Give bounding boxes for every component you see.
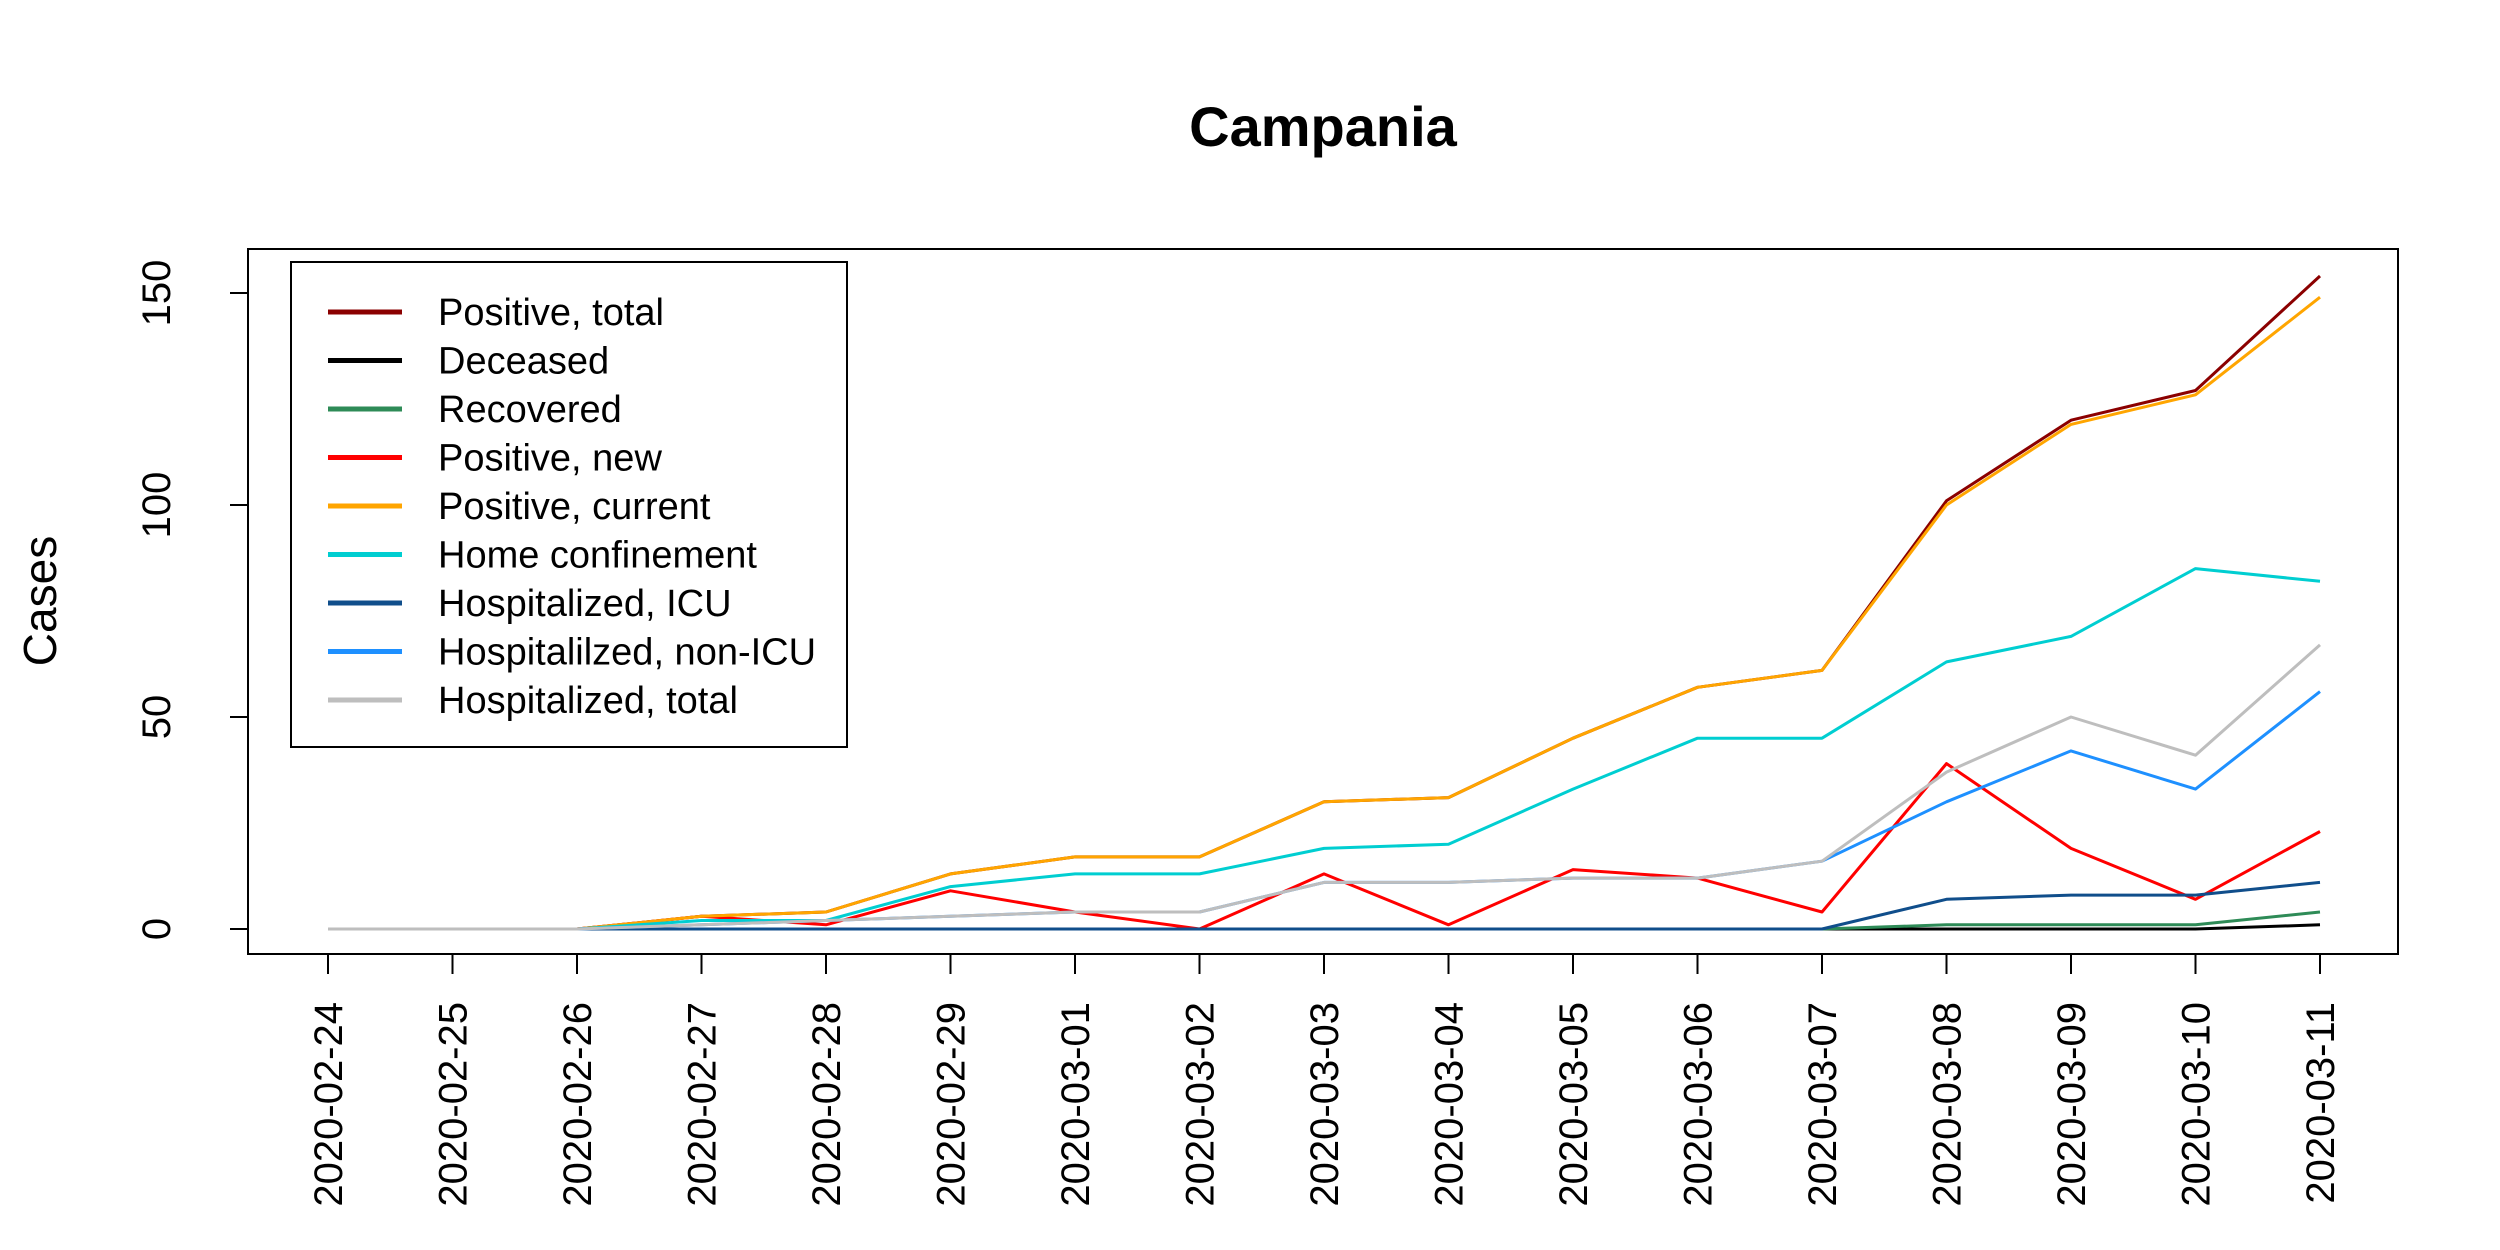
series-line-3 [328,762,2321,931]
legend: Positive, total Deceased Recovered Positive… [290,261,848,748]
legend-label: Hospitalized, total [438,680,738,722]
x-tick-label: 2020-02-25 [432,1002,476,1207]
legend-label: Positive, current [438,486,711,528]
legend-label: Recovered [438,389,622,431]
legend-label: Positive, new [438,438,662,480]
legend-label: Deceased [438,341,609,383]
x-tick-label: 2020-03-09 [2050,1002,2094,1207]
legend-label: Hospitalized, ICU [438,583,732,625]
x-tick-label: 2020-02-29 [930,1002,974,1207]
series-layer [328,274,2322,931]
series-line-4 [328,296,2321,931]
y-axis-label: Cases [14,536,66,666]
chart-title: Campania [1189,95,1457,158]
y-tick-label: 100 [135,472,179,539]
y-axis: 0 50 100 150 [135,260,249,940]
legend-label: Hospitalilzed, non-ICU [438,632,816,674]
x-tick-label: 2020-03-02 [1179,1002,1223,1207]
legend-label: Positive, total [438,292,664,334]
x-tick-label: 2020-03-03 [1303,1002,1347,1207]
x-tick-label: 2020-03-07 [1801,1002,1845,1207]
x-tick-label: 2020-02-28 [805,1002,849,1207]
x-tick-label: 2020-02-24 [307,1002,351,1207]
y-tick-label: 0 [135,918,179,940]
x-tick-label: 2020-03-10 [2175,1002,2219,1207]
x-tick-label: 2020-03-08 [1926,1002,1970,1207]
series-line-8 [328,643,2321,931]
x-tick-label: 2020-03-06 [1677,1002,1721,1207]
x-tick-label: 2020-03-11 [2299,1002,2343,1204]
x-tick-label: 2020-02-27 [681,1002,725,1207]
x-tick-label: 2020-03-05 [1552,1002,1596,1207]
x-tick-label: 2020-02-26 [556,1002,600,1207]
series-line-5 [328,567,2321,931]
legend-label: Home confinement [438,535,757,577]
y-tick-label: 150 [135,260,179,327]
series-line-6 [328,880,2321,931]
x-axis: 2020-02-24 2020-02-25 2020-02-26 2020-02-27… [307,953,2343,1207]
x-tick-label: 2020-03-04 [1428,1002,1472,1207]
y-tick-label: 50 [135,695,179,740]
x-tick-label: 2020-03-01 [1054,1002,1098,1207]
